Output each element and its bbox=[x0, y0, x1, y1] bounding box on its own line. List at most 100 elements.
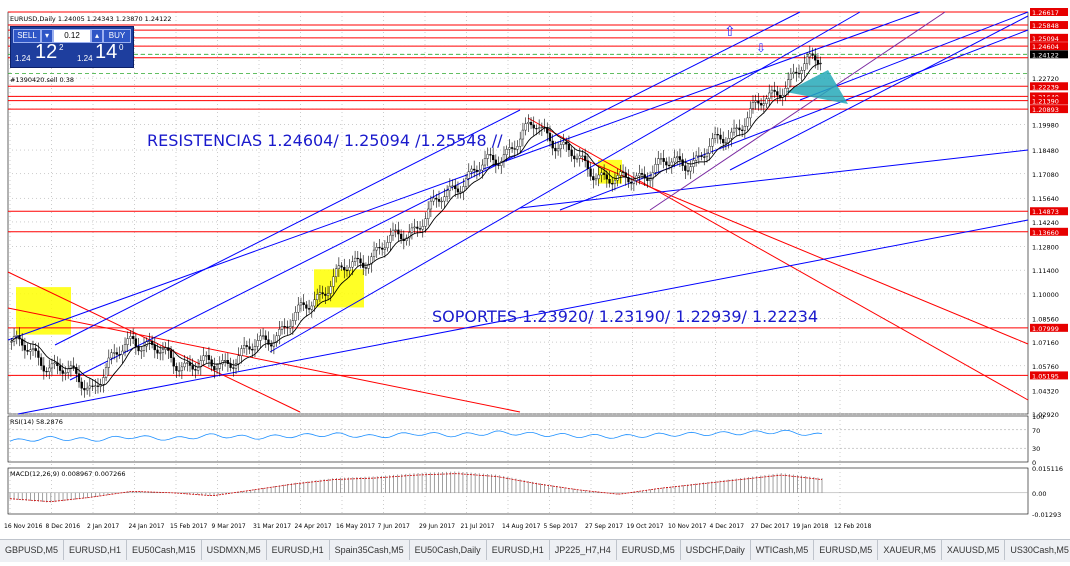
down-arrow-icon: ⇩ bbox=[756, 41, 766, 55]
candle-body bbox=[175, 365, 178, 372]
candle-body bbox=[386, 242, 389, 249]
price-axis-label: 1.19980 bbox=[1032, 122, 1059, 130]
buy-price-big[interactable]: 14 bbox=[95, 41, 118, 63]
candle-body bbox=[18, 335, 21, 340]
candle-body bbox=[770, 89, 774, 94]
candle-body bbox=[345, 269, 349, 272]
candle-body bbox=[562, 141, 565, 145]
candle-body bbox=[248, 346, 251, 350]
candle-body bbox=[521, 129, 525, 140]
chart-tab[interactable]: XAUUSD,M5 bbox=[942, 540, 1006, 560]
main-plot-frame bbox=[7, 11, 1029, 415]
rsi-title: RSI(14) 58.2876 bbox=[10, 418, 63, 426]
chart-tab[interactable]: EURUSD,M5 bbox=[814, 540, 879, 560]
chart-symbol-line: EURUSD,Daily 1.24005 1.24343 1.23870 1.2… bbox=[10, 15, 172, 23]
trend-line-red bbox=[579, 157, 1029, 345]
candle-body bbox=[724, 142, 728, 144]
x-tick-label: 2 Jan 2017 bbox=[87, 523, 119, 530]
candle-body bbox=[497, 164, 500, 166]
volume-input[interactable]: 0.12 bbox=[53, 29, 91, 43]
candle-body bbox=[697, 155, 700, 157]
candle-body bbox=[253, 346, 257, 351]
sell-price-prefix: 1.24 bbox=[15, 54, 31, 63]
candle-body bbox=[643, 174, 646, 179]
candle-body bbox=[351, 261, 354, 268]
chart-tab[interactable]: EURUSD,M5 bbox=[617, 540, 681, 560]
chart-tab[interactable]: EURUSD,H1 bbox=[64, 540, 128, 560]
candle-body bbox=[375, 247, 378, 251]
trend-line-blue bbox=[17, 219, 1029, 415]
candle-body bbox=[486, 154, 489, 159]
candle-body bbox=[638, 173, 641, 177]
candle-body bbox=[803, 63, 806, 71]
chart-tab[interactable]: XAUEUR,M5 bbox=[878, 540, 942, 560]
rsi-plot-frame bbox=[7, 415, 1029, 463]
chart-tab[interactable]: EU50Cash,Daily bbox=[410, 540, 487, 560]
chart-tab[interactable]: US30Cash,M5 bbox=[1005, 540, 1070, 560]
candle-body bbox=[759, 103, 763, 106]
candle-body bbox=[186, 362, 189, 364]
chart-tab[interactable]: EURUSD,H1 bbox=[267, 540, 330, 560]
candle-body bbox=[535, 127, 538, 130]
candle-body bbox=[26, 350, 29, 352]
sell-button[interactable]: SELL bbox=[13, 29, 41, 43]
buy-button[interactable]: BUY bbox=[103, 29, 131, 43]
buy-price-prefix: 1.24 bbox=[77, 54, 93, 63]
candle-body bbox=[573, 155, 576, 160]
candle-body bbox=[467, 171, 470, 179]
candle-body bbox=[611, 183, 614, 185]
candle-body bbox=[53, 362, 56, 365]
chart-tab[interactable]: GBPUSD,M5 bbox=[0, 540, 65, 560]
x-tick-label: 5 Sep 2017 bbox=[544, 523, 578, 530]
candle-body bbox=[613, 179, 617, 184]
chart-tab[interactable]: USDCHF,Daily bbox=[681, 540, 751, 560]
price-axis-label: 1.12800 bbox=[1032, 243, 1059, 251]
candle-body bbox=[686, 170, 690, 172]
volume-up-button[interactable]: ▴ bbox=[91, 29, 103, 43]
candle-body bbox=[602, 172, 606, 175]
one-click-trade-panel[interactable]: SELL ▾ 0.12 ▴ BUY 1.24 12 2 1.24 14 0 bbox=[10, 26, 134, 68]
chart-tab[interactable]: WTICash,M5 bbox=[751, 540, 815, 560]
candle-body bbox=[215, 368, 219, 371]
candle-body bbox=[673, 157, 676, 163]
price-axis-label: 1.21390 bbox=[1032, 98, 1059, 106]
volume-down-button[interactable]: ▾ bbox=[41, 29, 53, 43]
candle-body bbox=[23, 345, 27, 351]
candle-body bbox=[508, 147, 511, 150]
candle-body bbox=[194, 369, 197, 371]
candle-body bbox=[722, 139, 725, 144]
chart-tab[interactable]: EU50Cash,M15 bbox=[127, 540, 202, 560]
candle-body bbox=[324, 293, 327, 296]
price-label-box bbox=[1030, 33, 1068, 42]
price-axis-label: 1.04320 bbox=[1032, 387, 1059, 395]
x-tick-label: 19 Jan 2018 bbox=[793, 523, 829, 530]
chart-tab[interactable]: EURUSD,H1 bbox=[487, 540, 550, 560]
price-label-box bbox=[1030, 207, 1068, 216]
candle-body bbox=[31, 348, 35, 350]
price-axis-label: 1.25094 bbox=[1032, 35, 1059, 43]
candle-body bbox=[648, 178, 652, 181]
candle-body bbox=[183, 362, 186, 368]
price-axis-label: 1.22720 bbox=[1032, 75, 1059, 83]
candle-body bbox=[232, 367, 235, 369]
macd-axis-label: -0.01293 bbox=[1032, 511, 1061, 519]
candle-body bbox=[451, 185, 454, 187]
chart-tab[interactable]: Spain35Cash,M5 bbox=[330, 540, 410, 560]
candle-body bbox=[581, 155, 584, 157]
candle-body bbox=[494, 159, 497, 165]
candle-body bbox=[567, 143, 571, 151]
candle-body bbox=[367, 263, 370, 269]
order-label: #1390420.sell 0.38 bbox=[10, 76, 74, 84]
candle-body bbox=[429, 200, 433, 210]
candle-body bbox=[489, 154, 492, 156]
candle-body bbox=[88, 385, 91, 389]
candle-body bbox=[516, 146, 519, 150]
sell-price-big[interactable]: 12 bbox=[35, 41, 58, 63]
candle-body bbox=[58, 365, 62, 371]
candle-body bbox=[811, 53, 814, 56]
candle-body bbox=[746, 117, 749, 127]
chart-tab[interactable]: JP225_H7,H4 bbox=[550, 540, 617, 560]
rsi-axis-label: 30 bbox=[1032, 445, 1040, 453]
chart-tab[interactable]: USDMXN,M5 bbox=[202, 540, 267, 560]
